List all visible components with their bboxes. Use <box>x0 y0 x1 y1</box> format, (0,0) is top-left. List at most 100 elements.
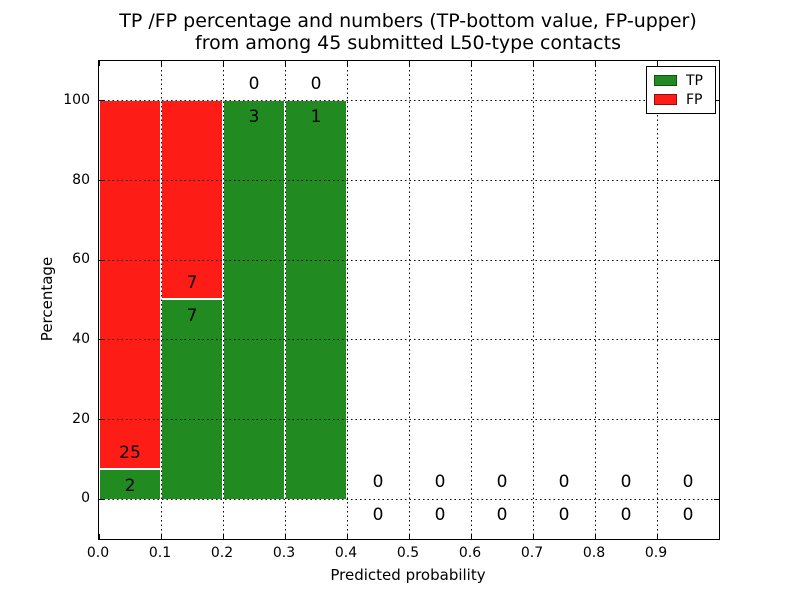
y-tick-mark <box>714 259 719 261</box>
x-tick-mark <box>470 534 472 539</box>
x-gridline <box>160 61 162 539</box>
x-tick-mark <box>222 61 224 66</box>
x-axis-label: Predicted probability <box>330 566 486 584</box>
chart-title: TP /FP percentage and numbers (TP-bottom… <box>58 10 758 54</box>
fp-count-label: 0 <box>310 73 322 94</box>
x-tick-mark <box>408 534 410 539</box>
legend-item-tp: TP <box>654 74 715 88</box>
x-tick-mark <box>532 61 534 66</box>
y-tick-mark <box>714 180 719 181</box>
y-tick-mark <box>99 100 104 102</box>
tp-count-label: 0 <box>434 505 446 526</box>
x-gridline <box>346 61 348 539</box>
x-tick-mark <box>346 61 348 66</box>
legend-label-fp: FP <box>686 91 703 108</box>
legend: TP FP <box>646 66 716 114</box>
x-tick-mark <box>284 534 286 539</box>
x-tick-mark <box>222 534 224 539</box>
x-tick-mark <box>470 61 472 66</box>
x-tick-mark <box>98 61 100 66</box>
bar-tp-segment <box>162 300 222 500</box>
x-tick-label: 0.4 <box>334 545 358 561</box>
y-tick-mark <box>714 419 719 420</box>
tp-count-label: 0 <box>682 505 694 526</box>
y-tick-mark <box>99 180 104 181</box>
fp-count-label: 0 <box>372 472 384 493</box>
y-tick-label: 80 <box>72 171 90 188</box>
x-tick-label: 0.9 <box>644 545 668 561</box>
x-tick-label: 0.5 <box>396 545 420 561</box>
bar-fp-segment <box>162 100 222 300</box>
x-tick-mark <box>98 534 100 539</box>
tp-count-label: 0 <box>372 505 384 526</box>
bar-tp-segment <box>100 469 160 500</box>
fp-count-label: 25 <box>119 442 141 463</box>
x-tick-mark <box>656 534 658 539</box>
y-tick-label: 40 <box>72 330 90 347</box>
x-gridline <box>594 61 596 539</box>
chart-title-line2: from among 45 submitted L50-type contact… <box>195 32 621 54</box>
x-tick-mark <box>656 61 658 66</box>
bar-tp-segment <box>224 100 284 500</box>
x-tick-label: 0.6 <box>458 545 482 561</box>
x-gridline <box>284 61 286 539</box>
y-tick-mark <box>99 259 104 261</box>
fp-count-label: 0 <box>496 472 508 493</box>
x-tick-mark <box>346 534 348 539</box>
fp-color-swatch <box>654 94 677 105</box>
tp-count-label: 7 <box>186 305 198 326</box>
y-gridline <box>99 339 719 341</box>
y-axis-label: Percentage <box>38 256 56 342</box>
y-gridline <box>99 419 719 420</box>
x-gridline <box>532 61 534 539</box>
y-tick-label: 0 <box>81 490 90 507</box>
x-tick-label: 0.3 <box>272 545 296 561</box>
y-tick-mark <box>714 498 719 500</box>
y-tick-label: 60 <box>72 251 90 268</box>
tp-count-label: 3 <box>248 106 260 127</box>
y-gridline <box>99 100 719 102</box>
tp-color-swatch <box>654 75 677 86</box>
y-gridline <box>99 259 719 261</box>
x-tick-mark <box>160 61 162 66</box>
y-tick-label: 20 <box>72 410 90 427</box>
tp-count-label: 0 <box>620 505 632 526</box>
x-tick-mark <box>160 534 162 539</box>
y-gridline <box>99 498 719 500</box>
tp-count-label: 2 <box>124 475 136 496</box>
y-tick-mark <box>99 498 104 500</box>
fp-count-label: 0 <box>620 472 632 493</box>
x-gridline <box>470 61 472 539</box>
x-tick-mark <box>594 61 596 66</box>
x-tick-label: 0.8 <box>582 545 606 561</box>
bar-fp-segment <box>100 100 160 470</box>
fp-count-label: 0 <box>434 472 446 493</box>
x-tick-mark <box>284 61 286 66</box>
y-tick-mark <box>99 419 104 420</box>
y-gridline <box>99 180 719 181</box>
y-tick-label: 100 <box>63 91 90 108</box>
x-tick-label: 0.1 <box>148 545 172 561</box>
x-tick-label: 0.2 <box>210 545 234 561</box>
x-tick-label: 0.7 <box>520 545 544 561</box>
tp-count-label: 0 <box>558 505 570 526</box>
x-tick-mark <box>532 534 534 539</box>
y-tick-mark <box>99 339 104 341</box>
plot-area: 25 2 7 7 0 3 0 1 0 0 0 0 0 0 0 0 0 0 0 0 <box>98 60 720 540</box>
y-tick-mark <box>714 100 719 102</box>
legend-item-fp: FP <box>654 93 715 107</box>
legend-label-tp: TP <box>686 72 703 89</box>
tp-count-label: 1 <box>310 106 322 127</box>
x-gridline <box>656 61 658 539</box>
x-gridline <box>408 61 410 539</box>
x-gridline <box>222 61 224 539</box>
tp-count-label: 0 <box>496 505 508 526</box>
chart-title-line1: TP /FP percentage and numbers (TP-bottom… <box>119 10 697 32</box>
x-tick-label: 0.0 <box>86 545 110 561</box>
fp-count-label: 0 <box>682 472 694 493</box>
bar-tp-segment <box>286 100 346 500</box>
fp-count-label: 7 <box>186 273 198 294</box>
x-tick-mark <box>594 534 596 539</box>
y-tick-mark <box>714 339 719 341</box>
